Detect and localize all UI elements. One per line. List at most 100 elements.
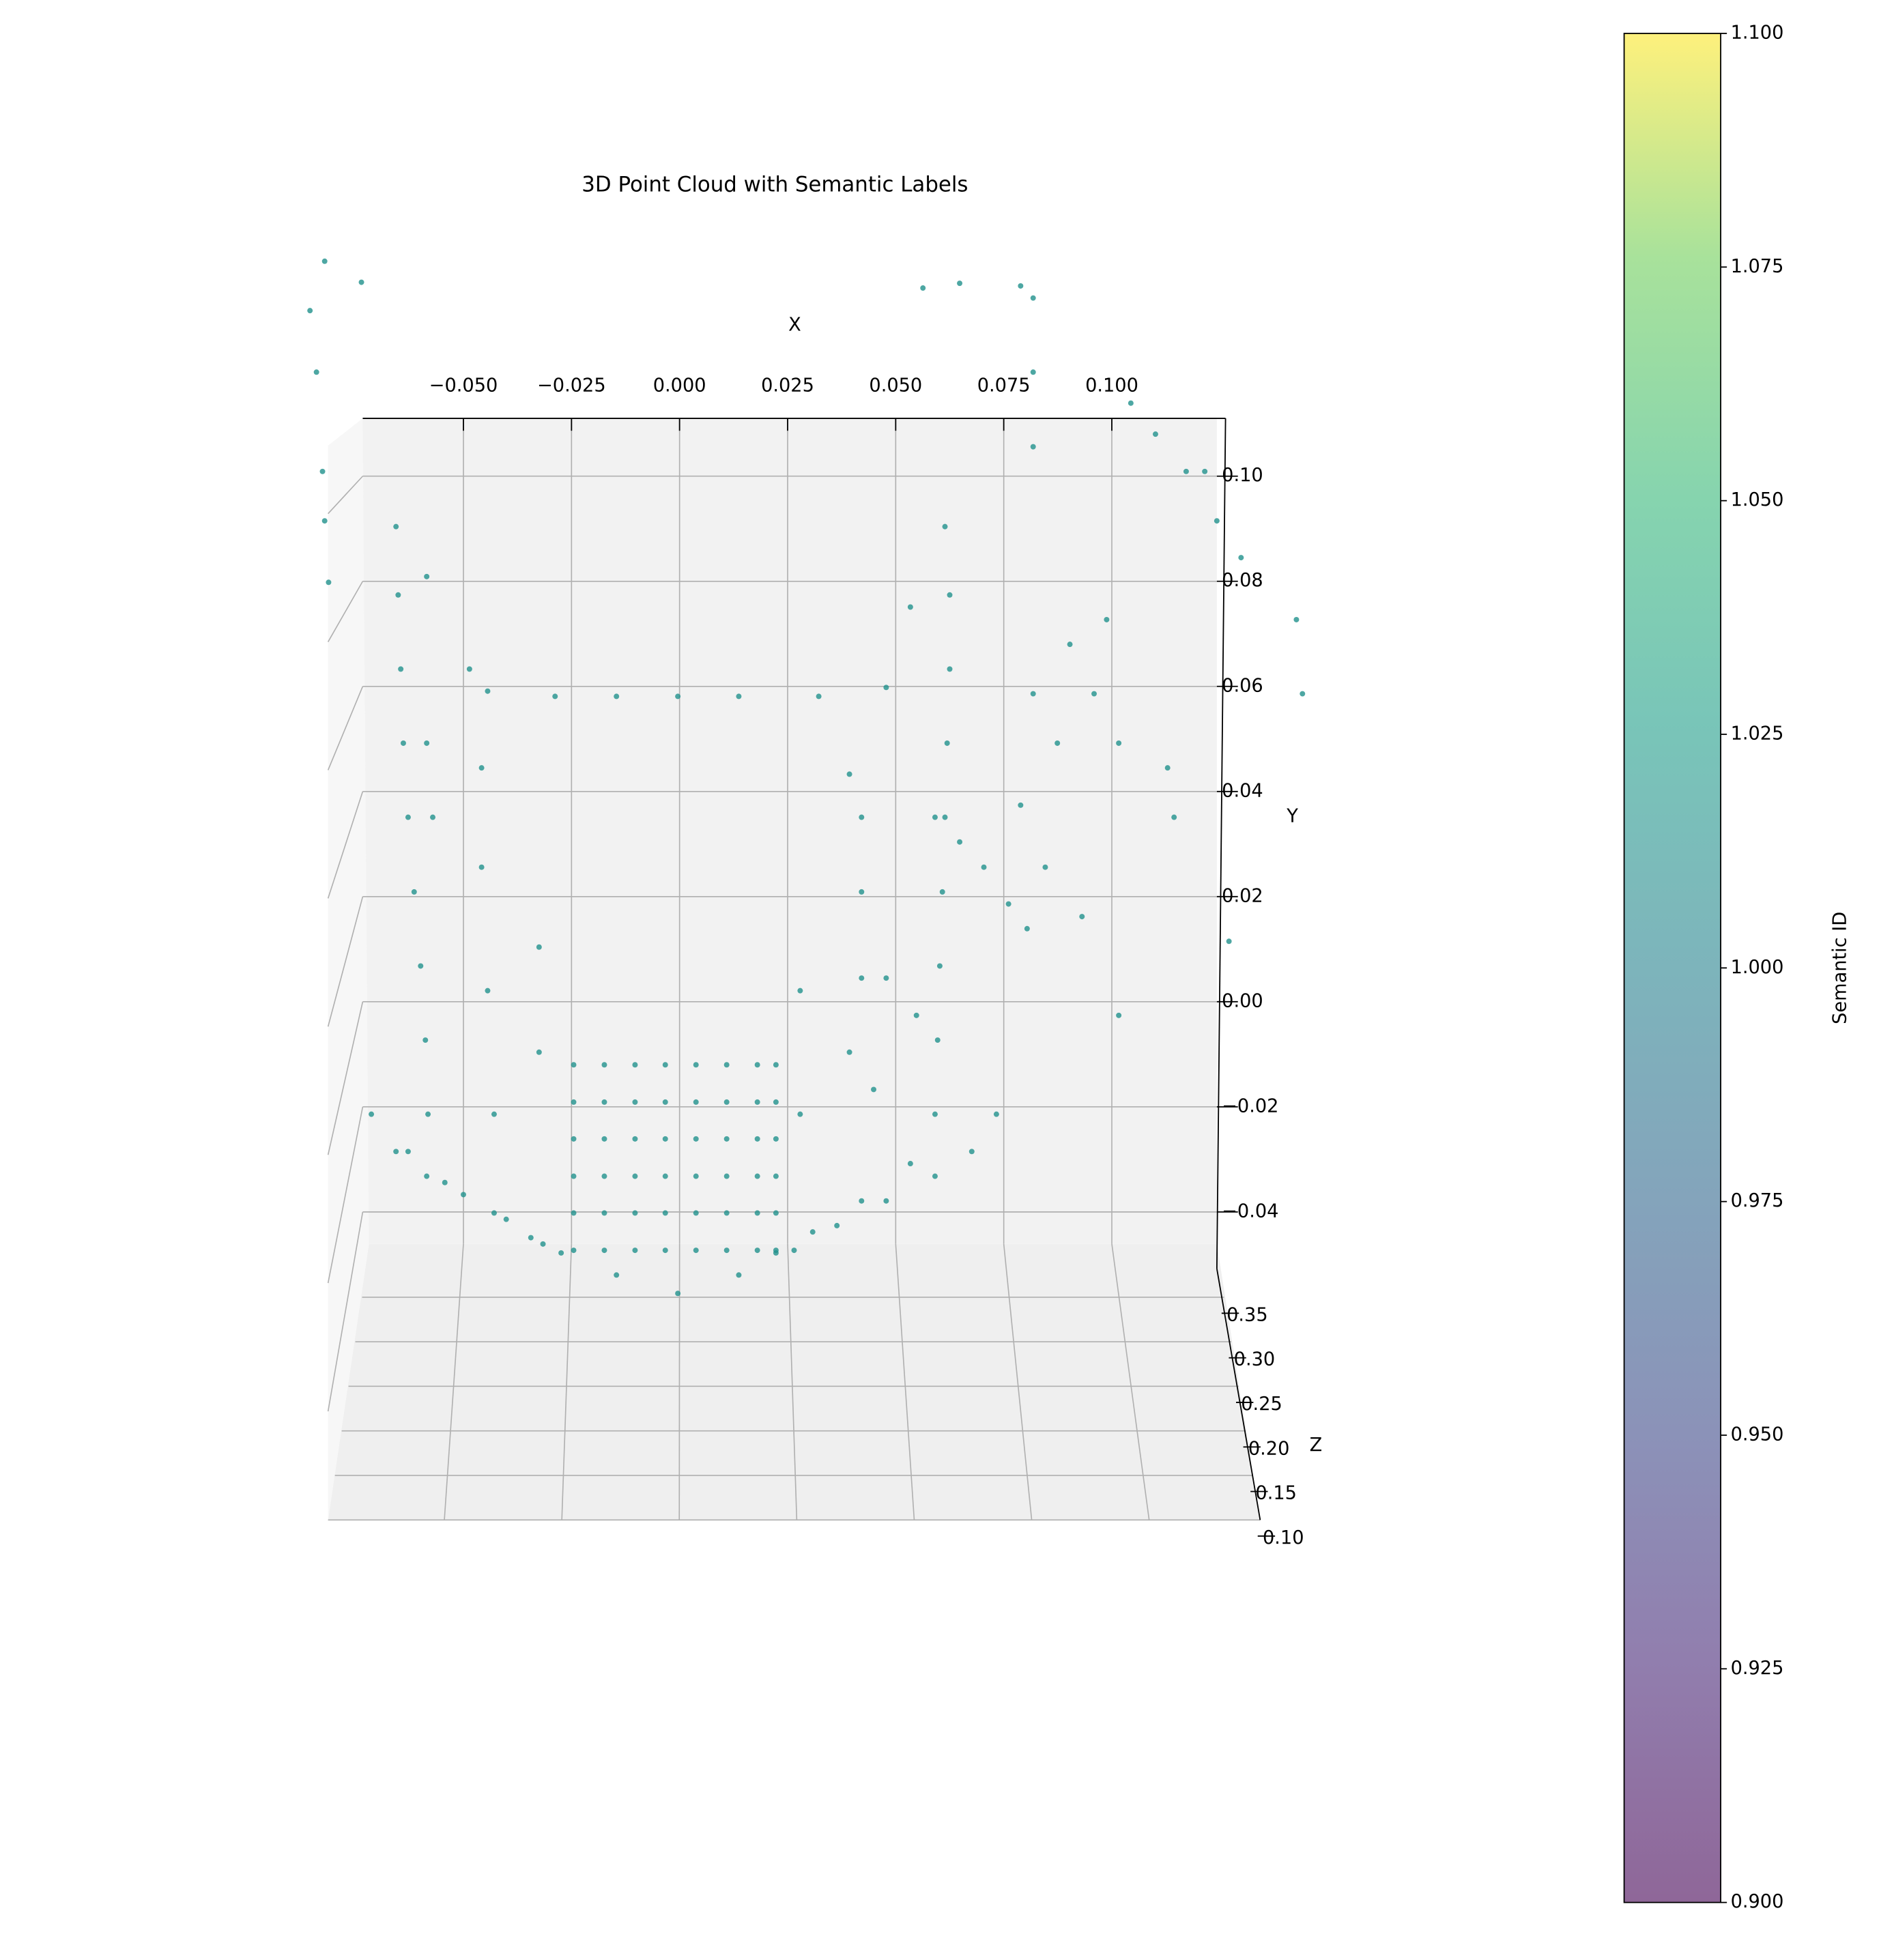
point — [326, 579, 332, 586]
y-tick-label: −0.02 — [1222, 1095, 1278, 1116]
colorbar — [1623, 33, 1721, 1903]
point — [981, 864, 987, 870]
z-tick-label: 0.30 — [1234, 1349, 1276, 1370]
point — [1214, 518, 1220, 524]
point — [478, 864, 485, 870]
point — [859, 1198, 865, 1204]
point — [571, 1062, 577, 1068]
z-tick-label: 0.35 — [1226, 1304, 1268, 1325]
point — [913, 1012, 919, 1018]
point — [601, 1099, 607, 1105]
point — [859, 975, 865, 981]
point — [934, 1037, 941, 1043]
point — [405, 1149, 411, 1155]
point — [1128, 400, 1134, 406]
point — [1030, 691, 1036, 697]
point — [614, 693, 620, 700]
point — [947, 592, 953, 598]
point — [871, 1086, 877, 1093]
point — [552, 693, 558, 700]
point — [754, 1210, 760, 1216]
point — [942, 523, 948, 530]
x-tick-label: −0.050 — [429, 375, 498, 396]
point — [1030, 369, 1036, 375]
point — [632, 1136, 638, 1142]
point — [754, 1248, 760, 1254]
point — [920, 285, 926, 291]
y-axis — [1216, 418, 1226, 1269]
colorbar-tick-label: 1.100 — [1731, 22, 1784, 43]
point — [675, 693, 681, 700]
point — [1238, 555, 1244, 561]
colorbar-tick-label: 1.075 — [1731, 256, 1784, 277]
point — [1164, 765, 1171, 771]
z-axis — [1216, 1268, 1261, 1521]
point — [393, 523, 399, 530]
x-tick-label: −0.025 — [537, 375, 606, 396]
point — [1300, 691, 1306, 697]
point — [932, 1111, 938, 1117]
point — [411, 889, 417, 895]
point — [834, 1222, 840, 1228]
point — [313, 369, 319, 375]
colorbar-label: Semantic ID — [1829, 912, 1850, 1024]
y-tick-label: 0.08 — [1222, 570, 1263, 591]
y-tick-label: 0.10 — [1222, 465, 1263, 486]
grid-line — [1003, 1243, 1033, 1521]
point — [1018, 802, 1024, 808]
point — [601, 1210, 607, 1216]
point — [907, 604, 913, 610]
point — [601, 1173, 607, 1179]
point — [859, 889, 865, 895]
point — [883, 975, 889, 981]
point — [773, 1099, 779, 1105]
point — [398, 666, 404, 672]
point — [809, 1229, 816, 1235]
point — [723, 1248, 730, 1254]
point — [321, 258, 328, 264]
point — [485, 688, 491, 694]
y-tick-label: 0.00 — [1222, 990, 1263, 1011]
point — [816, 693, 822, 700]
point — [1202, 468, 1208, 474]
point — [944, 740, 950, 746]
point — [601, 1248, 607, 1254]
point — [571, 1248, 577, 1254]
point — [723, 1062, 730, 1068]
point — [558, 1250, 564, 1256]
x-axis-label: X — [788, 315, 801, 336]
colorbar-tick-label: 1.050 — [1731, 489, 1784, 510]
point — [1079, 914, 1085, 920]
points — [307, 258, 1306, 1297]
grid-line — [561, 1243, 573, 1521]
y-axis-label: Y — [1286, 806, 1298, 827]
grid-line — [1111, 1243, 1150, 1521]
colorbar-tick-label: 1.025 — [1731, 723, 1784, 744]
point — [369, 1111, 375, 1117]
point — [1091, 691, 1097, 697]
y-tick-label: 0.06 — [1222, 675, 1263, 696]
point — [968, 1149, 975, 1155]
point — [571, 1136, 577, 1142]
point — [614, 1272, 620, 1278]
point — [1293, 616, 1300, 622]
grid-line — [327, 1106, 364, 1284]
point — [939, 889, 945, 895]
point — [358, 279, 364, 285]
chart-title: 3D Point Cloud with Semantic Labels — [582, 173, 968, 197]
point — [536, 1049, 542, 1055]
point — [1226, 938, 1232, 945]
point — [1183, 468, 1189, 474]
z-axis-label: Z — [1310, 1435, 1323, 1456]
point — [773, 1062, 779, 1068]
point — [571, 1210, 577, 1216]
point — [936, 963, 943, 969]
grid-line — [327, 896, 364, 1027]
point — [393, 1149, 399, 1155]
x-tick-label: 0.075 — [977, 375, 1031, 396]
back-pane — [362, 418, 1217, 1244]
colorbar-tick-label: 0.975 — [1731, 1190, 1784, 1211]
point — [632, 1248, 638, 1254]
